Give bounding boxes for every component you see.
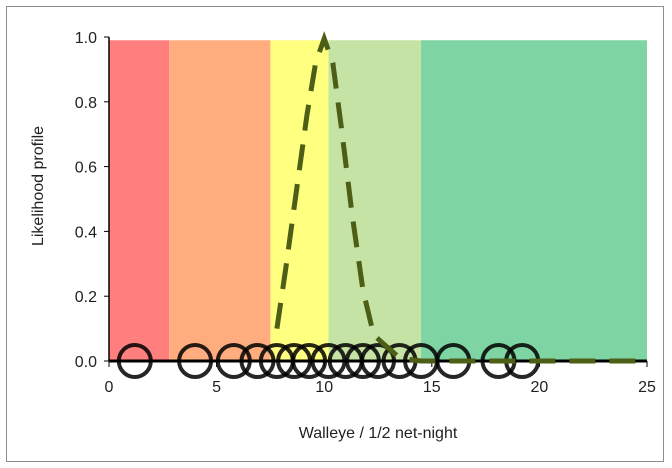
series-line-0 [274, 31, 647, 364]
y-axis-label: Likelihood profile [30, 126, 47, 246]
x-tick-label-3: 15 [423, 379, 441, 396]
suitability-bands [109, 40, 647, 362]
y-tick-label-0: 0.0 [75, 354, 97, 371]
x-tick-label-5: 25 [638, 379, 656, 396]
y-tick-label-2: 0.4 [75, 224, 97, 241]
x-tick-label-2: 10 [315, 379, 333, 396]
band-1 [169, 40, 271, 362]
likelihood-curve [274, 31, 647, 364]
x-tick-label-0: 0 [105, 379, 114, 396]
x-tick-label-4: 20 [531, 379, 549, 396]
band-3 [328, 40, 422, 362]
y-tick-label-1: 0.2 [75, 289, 97, 306]
x-axis-label: Walleye / 1/2 net-night [299, 425, 458, 442]
y-tick-label-5: 1.0 [75, 30, 97, 47]
y-tick-label-3: 0.6 [75, 160, 97, 177]
band-0 [109, 40, 170, 362]
x-tick-labels: 0 5 10 15 20 25 [105, 379, 656, 396]
y-tick-labels: 0.0 0.2 0.4 0.6 0.8 1.0 [75, 30, 97, 371]
band-4 [421, 40, 647, 362]
x-tick-label-1: 5 [212, 379, 221, 396]
y-tick-label-4: 0.8 [75, 95, 97, 112]
